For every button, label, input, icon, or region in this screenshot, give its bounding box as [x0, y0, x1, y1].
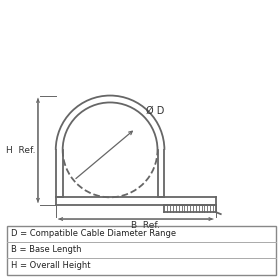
Text: Ø D: Ø D — [146, 106, 164, 116]
Text: B  Ref.: B Ref. — [131, 221, 160, 230]
Text: B = Base Length: B = Base Length — [11, 245, 82, 254]
Text: H = Overall Height: H = Overall Height — [11, 261, 91, 270]
Bar — [7, 226, 276, 275]
Text: H  Ref.: H Ref. — [6, 146, 36, 155]
Text: D = Compatible Cable Diameter Range: D = Compatible Cable Diameter Range — [11, 229, 176, 238]
